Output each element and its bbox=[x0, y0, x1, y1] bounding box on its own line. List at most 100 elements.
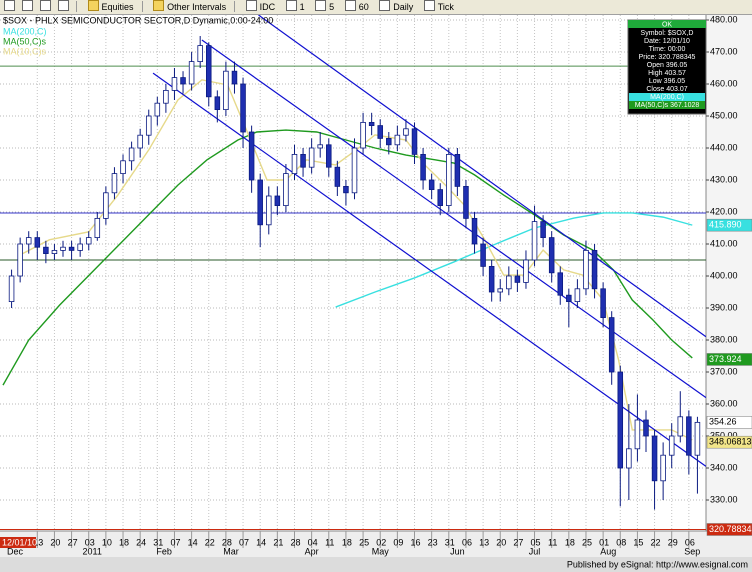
toolbar-button[interactable]: 5 bbox=[329, 2, 335, 12]
x-tick-label: 11 bbox=[325, 537, 334, 547]
candle-body bbox=[454, 153, 461, 187]
x-tick-label: 16 bbox=[411, 537, 421, 547]
data-window-row: MA(200,C) bbox=[650, 94, 684, 101]
candle-body bbox=[120, 160, 126, 175]
x-major-label: Feb bbox=[156, 546, 172, 556]
candle-body bbox=[248, 131, 255, 181]
y-tick-label: 460.00 bbox=[710, 78, 738, 88]
candle-body bbox=[291, 153, 298, 174]
icon[interactable] bbox=[40, 0, 51, 11]
candle-body bbox=[608, 317, 615, 373]
candle-body bbox=[231, 70, 238, 85]
candle-body bbox=[686, 416, 692, 456]
x-tick-label: 11 bbox=[548, 537, 557, 547]
trendline bbox=[201, 39, 706, 399]
chart-title: $SOX - PHLX SEMICONDUCTOR SECTOR,D Dynam… bbox=[3, 15, 273, 25]
x-tick-label: 18 bbox=[342, 537, 352, 547]
moving-average bbox=[2, 129, 693, 386]
candle-body bbox=[240, 83, 246, 133]
trendline bbox=[258, 15, 706, 338]
icon[interactable] bbox=[4, 0, 15, 11]
candle-body bbox=[591, 249, 598, 290]
candle-body bbox=[34, 237, 41, 248]
x-tick-label: 04 bbox=[308, 537, 318, 547]
toolbar-button[interactable]: IDC bbox=[259, 2, 276, 12]
toolbar-button[interactable]: 1 bbox=[299, 2, 305, 12]
x-major-label: Dec bbox=[7, 546, 24, 556]
candle-body bbox=[351, 147, 358, 194]
icon bbox=[285, 0, 297, 11]
candle-body bbox=[205, 45, 212, 98]
icon bbox=[379, 0, 391, 11]
y-tick-label: 340.00 bbox=[710, 462, 738, 472]
icon[interactable] bbox=[22, 0, 33, 11]
data-window-row: Time: 00:00 bbox=[649, 46, 686, 53]
candle-body bbox=[583, 249, 589, 290]
candle-body bbox=[531, 221, 538, 261]
y-tick-label: 450.00 bbox=[710, 110, 738, 120]
candle-body bbox=[514, 275, 521, 283]
candle-body bbox=[420, 153, 426, 181]
icon bbox=[423, 0, 435, 11]
candle-body bbox=[471, 217, 478, 245]
folder-icon bbox=[87, 0, 99, 11]
y-tick-label: 440.00 bbox=[710, 142, 738, 152]
trendline bbox=[152, 72, 706, 467]
x-tick-label: 23 bbox=[428, 537, 438, 547]
icon[interactable] bbox=[58, 0, 69, 11]
data-window-row: Symbol: $SOX,D bbox=[641, 30, 694, 37]
candle-body bbox=[437, 189, 443, 207]
y-tick-label: 410.00 bbox=[710, 238, 738, 248]
separator bbox=[234, 1, 236, 12]
candle-body bbox=[94, 217, 101, 238]
candle-body bbox=[600, 288, 606, 318]
cursor-date-box bbox=[0, 537, 36, 548]
toolbar-button[interactable]: Other Intervals bbox=[167, 2, 227, 12]
folder-icon bbox=[153, 0, 165, 11]
candle-body bbox=[111, 173, 118, 194]
x-tick-label: 07 bbox=[170, 537, 180, 547]
toolbar-button[interactable]: 60 bbox=[358, 2, 369, 12]
candle-body bbox=[300, 153, 306, 168]
candle-body bbox=[446, 153, 452, 206]
x-tick-label: 25 bbox=[359, 537, 369, 547]
x-major-label: Apr bbox=[305, 546, 319, 556]
x-tick-label: 14 bbox=[188, 537, 198, 547]
toolbar-button[interactable]: Tick bbox=[437, 2, 454, 12]
candle-body bbox=[197, 45, 203, 62]
data-window-row: High 403.57 bbox=[648, 70, 686, 77]
candle-body bbox=[651, 435, 658, 482]
x-tick-label: 13 bbox=[479, 537, 489, 547]
candle-body bbox=[463, 185, 469, 219]
x-tick-label: 31 bbox=[445, 537, 455, 547]
data-window-row: Open 396.05 bbox=[647, 62, 688, 69]
candle-body bbox=[523, 259, 529, 283]
candle-body bbox=[326, 144, 332, 168]
price-tag-label: 348.06813 bbox=[709, 437, 752, 447]
candle-body bbox=[188, 61, 195, 85]
x-tick-label: 05 bbox=[531, 537, 541, 547]
data-window-row: Close 403.07 bbox=[646, 86, 687, 93]
candle-body bbox=[60, 246, 66, 251]
y-tick-label: 360.00 bbox=[710, 398, 738, 408]
date-axis bbox=[0, 531, 752, 557]
data-window-row-bg bbox=[629, 93, 705, 101]
candle-body bbox=[626, 448, 632, 469]
candle-body bbox=[557, 272, 564, 296]
candle-body bbox=[214, 96, 221, 111]
candle-body bbox=[506, 275, 512, 290]
cursor-date: 12/01/10 bbox=[2, 537, 37, 547]
toolbar-button[interactable]: Daily bbox=[393, 2, 414, 12]
x-tick-label: 21 bbox=[273, 537, 283, 547]
y-tick-label: 330.00 bbox=[710, 494, 738, 504]
separator bbox=[76, 1, 77, 12]
candle-body bbox=[77, 243, 83, 251]
separator bbox=[141, 1, 143, 12]
candle-body bbox=[154, 102, 161, 117]
footer-bar bbox=[0, 557, 752, 572]
x-tick-label: 06 bbox=[462, 537, 472, 547]
data-window-header bbox=[628, 20, 706, 28]
toolbar-button[interactable]: Equities bbox=[101, 2, 134, 12]
candle-body bbox=[488, 265, 495, 293]
